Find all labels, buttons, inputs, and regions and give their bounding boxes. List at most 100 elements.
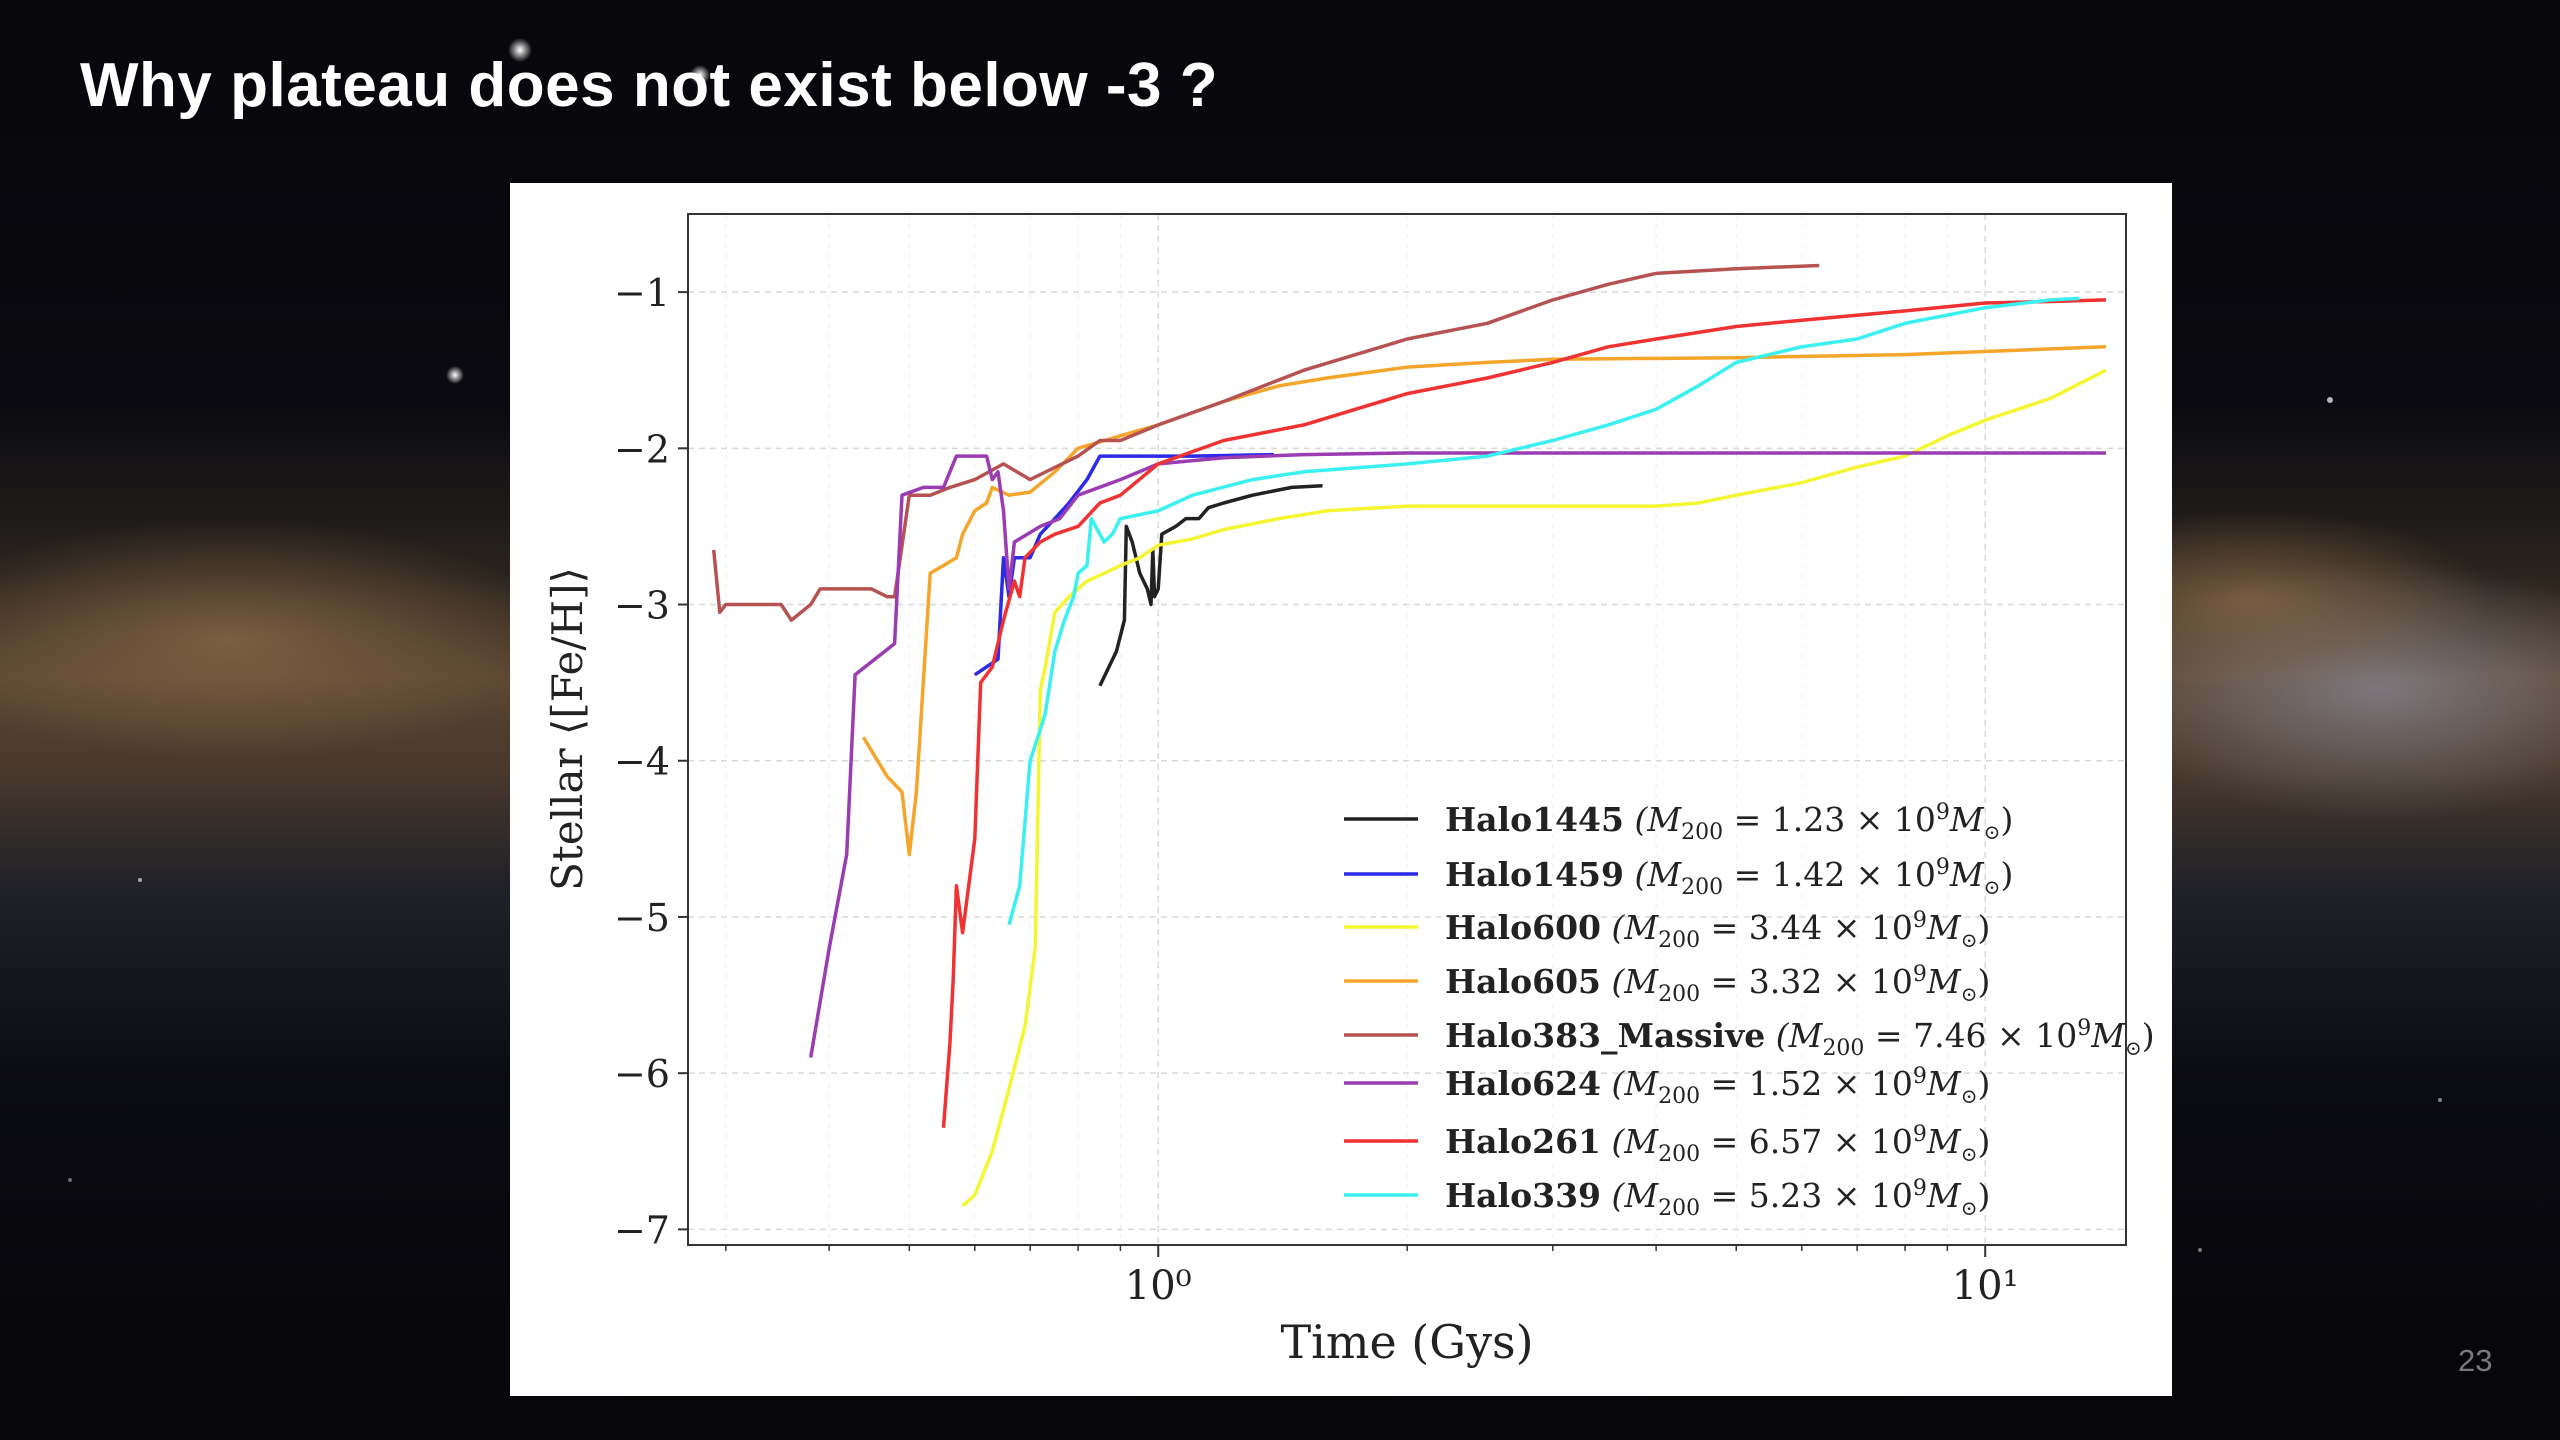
legend-solar-mass: M — [1926, 1176, 1962, 1215]
x-tick-label: 10¹ — [1952, 1263, 2019, 1309]
legend-mass-unit: × 10 — [1822, 1176, 1913, 1215]
legend-solar-mass: M — [1926, 1122, 1962, 1161]
legend-mass-subscript: 200 — [1658, 928, 1700, 953]
legend-mass-prefix: (M — [1765, 1016, 1823, 1055]
legend-series-name: Halo1445 — [1445, 800, 1624, 839]
legend-solar-mass: M — [1926, 908, 1962, 947]
legend-mass-value: 6.57 — [1749, 1122, 1822, 1161]
legend-series-name: Halo383_Massive — [1445, 1016, 1765, 1055]
legend-mass-prefix: (M — [1601, 1122, 1659, 1161]
legend-close-paren: ) — [2142, 1016, 2155, 1055]
axis-ticks: −1 −2 −3 −4 −5 −6 −7 10⁰ 10¹ — [614, 271, 2019, 1309]
legend-solar-mass: M — [1926, 962, 1962, 1001]
x-tick-label: 10⁰ — [1125, 1263, 1192, 1309]
slide-title: Why plateau does not exist below -3 ? — [80, 51, 1219, 120]
legend-mass-unit: × 10 — [1845, 855, 1936, 894]
y-tick-label: −2 — [614, 427, 670, 471]
legend-mass-subscript: 200 — [1658, 982, 1700, 1007]
legend-close-paren: ) — [1977, 908, 1990, 947]
legend-mass-exponent: 9 — [1913, 1122, 1927, 1147]
legend-mass-prefix: (M — [1601, 1176, 1659, 1215]
page-number: 23 — [2458, 1343, 2493, 1378]
legend-entry: Halo605 (M200 = 3.32 × 109M⊙) — [1445, 962, 1990, 1007]
legend-mass-subscript: 200 — [1658, 1084, 1700, 1109]
legend-entry: Halo339 (M200 = 5.23 × 109M⊙) — [1445, 1176, 1990, 1221]
legend-mass-unit: × 10 — [1822, 1064, 1913, 1103]
legend-close-paren: ) — [1977, 1122, 1990, 1161]
legend-entry: Halo1459 (M200 = 1.42 × 109M⊙) — [1445, 855, 2013, 900]
legend-mass-equals: = — [1700, 1122, 1749, 1161]
sun-symbol-icon: ⊙ — [1961, 1196, 1978, 1220]
chart-card: −1 −2 −3 −4 −5 −6 −7 10⁰ 10¹ Halo1445 (M200 = 1.… — [510, 183, 2172, 1396]
legend-mass-subscript: 200 — [1681, 820, 1723, 845]
legend-close-paren: ) — [1977, 1176, 1990, 1215]
legend-mass-subscript: 200 — [1822, 1036, 1864, 1061]
sun-symbol-icon: ⊙ — [2125, 1036, 2142, 1060]
legend-series-name: Halo605 — [1445, 962, 1601, 1001]
legend-entry: Halo383_Massive (M200 = 7.46 × 109M⊙) — [1445, 1016, 2155, 1061]
sun-symbol-icon: ⊙ — [1984, 820, 2001, 844]
legend-mass-equals: = — [1700, 1064, 1749, 1103]
legend-mass-equals: = — [1700, 1176, 1749, 1215]
legend-mass-value: 5.23 — [1749, 1176, 1822, 1215]
series-line-halo1445 — [1098, 484, 1323, 687]
legend-mass-value: 1.42 — [1772, 855, 1845, 894]
legend-mass-unit: × 10 — [1822, 908, 1913, 947]
y-tick-label: −3 — [614, 584, 670, 628]
y-tick-label: −1 — [614, 271, 670, 315]
legend-mass-equals: = — [1864, 1016, 1913, 1055]
y-tick-label: −6 — [614, 1052, 670, 1096]
sun-symbol-icon: ⊙ — [1961, 982, 1978, 1006]
legend-mass-equals: = — [1700, 908, 1749, 947]
legend-series-name: Halo339 — [1445, 1176, 1601, 1215]
legend-mass-value: 1.23 — [1772, 800, 1845, 839]
legend-mass-equals: = — [1723, 855, 1772, 894]
legend-mass-exponent: 9 — [2077, 1016, 2091, 1041]
legend-mass-subscript: 200 — [1658, 1142, 1700, 1167]
legend-mass-prefix: (M — [1624, 800, 1682, 839]
legend-entry: Halo1445 (M200 = 1.23 × 109M⊙) — [1445, 800, 2013, 845]
legend-mass-exponent: 9 — [1913, 1064, 1927, 1089]
legend-mass-prefix: (M — [1601, 908, 1659, 947]
y-axis-label: Stellar ⟨[Fe/H]⟩ — [543, 567, 592, 891]
legend-mass-value: 3.44 — [1749, 908, 1822, 947]
legend: Halo1445 (M200 = 1.23 × 109M⊙)Halo1459 (… — [1344, 800, 2155, 1221]
legend-entry: Halo624 (M200 = 1.52 × 109M⊙) — [1445, 1064, 1990, 1109]
legend-close-paren: ) — [1977, 1064, 1990, 1103]
legend-mass-equals: = — [1700, 962, 1749, 1001]
legend-mass-exponent: 9 — [1936, 855, 1950, 880]
legend-mass-subscript: 200 — [1658, 1196, 1700, 1221]
legend-mass-exponent: 9 — [1913, 1176, 1927, 1201]
legend-series-name: Halo600 — [1445, 908, 1601, 947]
y-tick-label: −5 — [614, 896, 670, 940]
legend-mass-value: 7.46 — [1913, 1016, 1986, 1055]
series-line-halo605 — [861, 345, 2107, 857]
legend-mass-equals: = — [1723, 800, 1772, 839]
legend-mass-unit: × 10 — [1987, 1016, 2078, 1055]
legend-mass-unit: × 10 — [1822, 962, 1913, 1001]
legend-entry: Halo600 (M200 = 3.44 × 109M⊙) — [1445, 908, 1990, 953]
legend-series-name: Halo1459 — [1445, 855, 1624, 894]
legend-entry: Halo261 (M200 = 6.57 × 109M⊙) — [1445, 1122, 1990, 1167]
legend-mass-unit: × 10 — [1845, 800, 1936, 839]
y-tick-label: −7 — [614, 1208, 670, 1252]
legend-mass-exponent: 9 — [1913, 962, 1927, 987]
sun-symbol-icon: ⊙ — [1961, 1084, 1978, 1108]
legend-close-paren: ) — [1977, 962, 1990, 1001]
legend-close-paren: ) — [2000, 800, 2013, 839]
legend-solar-mass: M — [1949, 800, 1985, 839]
legend-solar-mass: M — [2090, 1016, 2126, 1055]
legend-series-name: Halo261 — [1445, 1122, 1601, 1161]
series-line-halo261 — [941, 298, 2107, 1128]
sun-symbol-icon: ⊙ — [1961, 1142, 1978, 1166]
legend-mass-value: 1.52 — [1749, 1064, 1822, 1103]
legend-mass-unit: × 10 — [1822, 1122, 1913, 1161]
legend-mass-prefix: (M — [1624, 855, 1682, 894]
legend-mass-exponent: 9 — [1936, 800, 1950, 825]
series-lines — [711, 263, 2107, 1208]
legend-mass-subscript: 200 — [1681, 875, 1723, 900]
series-line-halo1459 — [973, 452, 1274, 677]
legend-series-name: Halo624 — [1445, 1064, 1601, 1103]
legend-mass-prefix: (M — [1601, 962, 1659, 1001]
series-line-halo624 — [808, 451, 2106, 1058]
